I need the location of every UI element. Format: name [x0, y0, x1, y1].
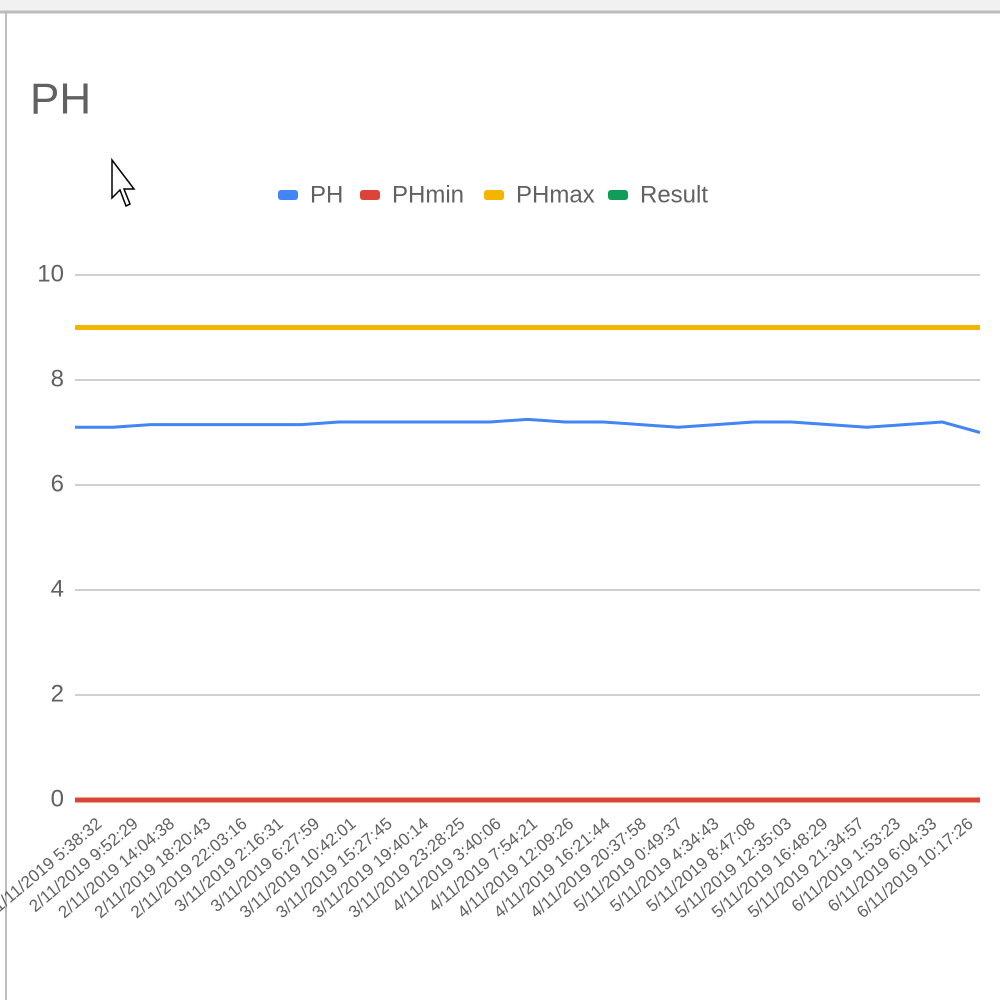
- y-tick-label: 8: [51, 365, 64, 392]
- legend-swatch: [484, 190, 504, 200]
- legend-label: Result: [640, 181, 708, 208]
- legend-label: PHmin: [392, 181, 464, 208]
- legend-swatch: [278, 190, 298, 200]
- legend-swatch: [608, 190, 628, 200]
- legend-label: PH: [310, 181, 343, 208]
- legend-label: PHmax: [516, 181, 595, 208]
- y-tick-label: 0: [51, 785, 64, 812]
- series-line: [75, 417, 981, 434]
- sheet-header: [0, 0, 1000, 12]
- y-tick-label: 6: [51, 470, 64, 497]
- y-tick-label: 2: [51, 680, 64, 707]
- cursor: [111, 157, 136, 208]
- y-tick-label: 4: [51, 575, 64, 602]
- y-tick-label: 10: [37, 260, 64, 287]
- legend-swatch: [360, 190, 380, 200]
- chart-title: PH: [30, 75, 91, 124]
